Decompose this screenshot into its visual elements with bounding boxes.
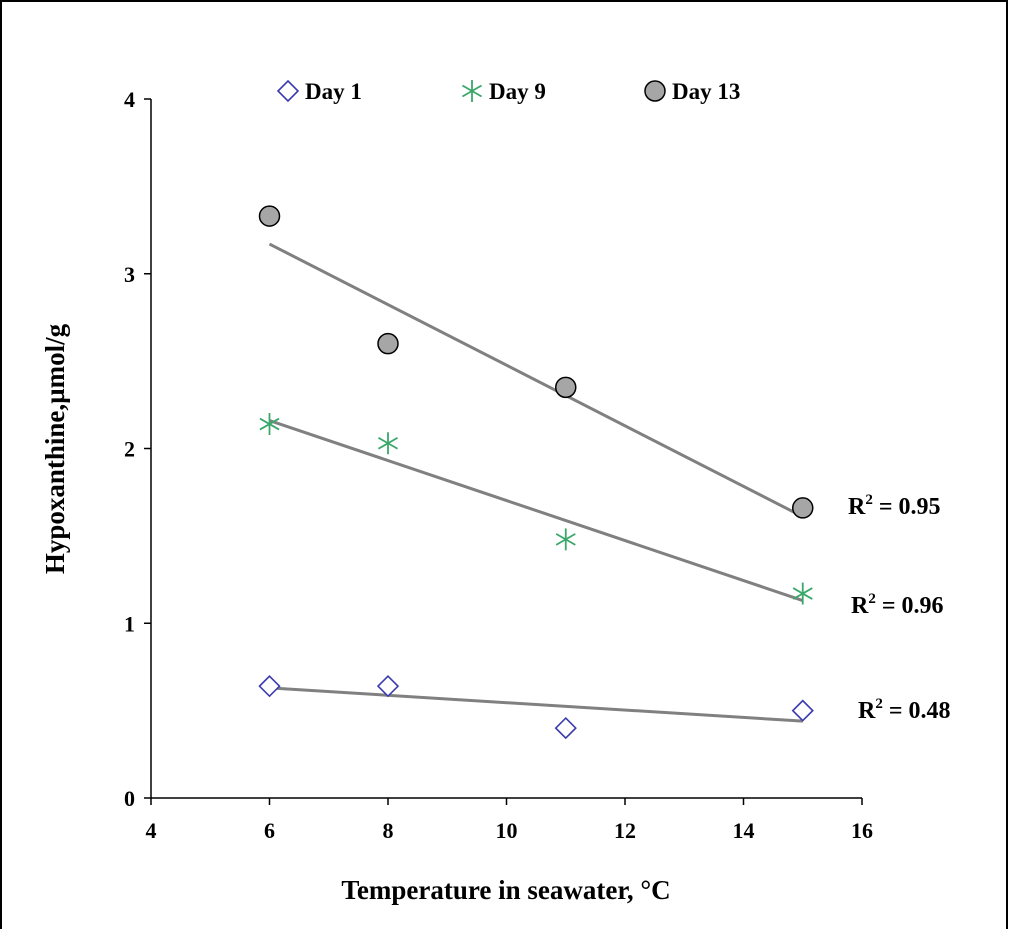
x-tick-label-5: 14 — [733, 818, 755, 843]
point-day-1-1 — [376, 675, 400, 698]
x-tick-label-0: 4 — [146, 818, 157, 843]
x-tick-label-3: 10 — [496, 818, 518, 843]
r2-labels: R2 = 0.48 R2 = 0.96 R2 = 0.95 — [848, 492, 951, 724]
legend-marker-day-13 — [644, 80, 666, 102]
point-day-13-3 — [792, 497, 814, 519]
r2-label-day-1: R2 = 0.48 — [858, 696, 951, 724]
point-day-13-2 — [555, 376, 577, 399]
x-axis-title: Temperature in seawater, °C — [341, 875, 670, 905]
point-day-13-0 — [258, 205, 281, 227]
y-tick-label-4: 4 — [124, 87, 135, 112]
point-day-1-0 — [258, 675, 281, 698]
data-points — [258, 205, 814, 740]
trendline-day-13 — [268, 242, 804, 518]
point-day-1-2 — [554, 716, 577, 740]
trendlines — [268, 242, 804, 723]
legend-marker-day-9 — [461, 80, 483, 102]
legend-label-day-1: Day 1 — [305, 79, 362, 104]
point-day-1-3 — [791, 699, 814, 722]
trendline-day-1 — [269, 686, 803, 723]
legend: Day 1 Day 9 Day 13 — [276, 79, 740, 104]
y-tick-label-1: 1 — [124, 611, 135, 636]
point-day-13-1 — [377, 332, 399, 355]
r2-label-day-9: R2 = 0.96 — [851, 591, 944, 619]
x-tick-label-4: 12 — [614, 818, 636, 843]
point-day-9-2 — [555, 528, 576, 551]
y-tick-label-0: 0 — [124, 786, 135, 811]
y-tick-label-3: 3 — [124, 262, 135, 287]
x-tick-label-6: 16 — [851, 818, 873, 843]
x-tick-label-2: 8 — [383, 818, 394, 843]
y-axis-title: Hypoxanthine,µmol/g — [40, 323, 70, 574]
legend-label-day-13: Day 13 — [672, 79, 740, 104]
trendline-day-9 — [269, 419, 804, 602]
point-day-9-3 — [792, 582, 813, 605]
x-tick-label-1: 6 — [264, 818, 275, 843]
r2-label-day-13: R2 = 0.95 — [848, 492, 941, 520]
point-day-9-1 — [377, 432, 399, 455]
legend-label-day-9: Day 9 — [489, 79, 546, 104]
legend-marker-day-1 — [276, 79, 300, 103]
point-day-9-0 — [259, 413, 280, 436]
y-tick-label-2: 2 — [124, 437, 135, 462]
